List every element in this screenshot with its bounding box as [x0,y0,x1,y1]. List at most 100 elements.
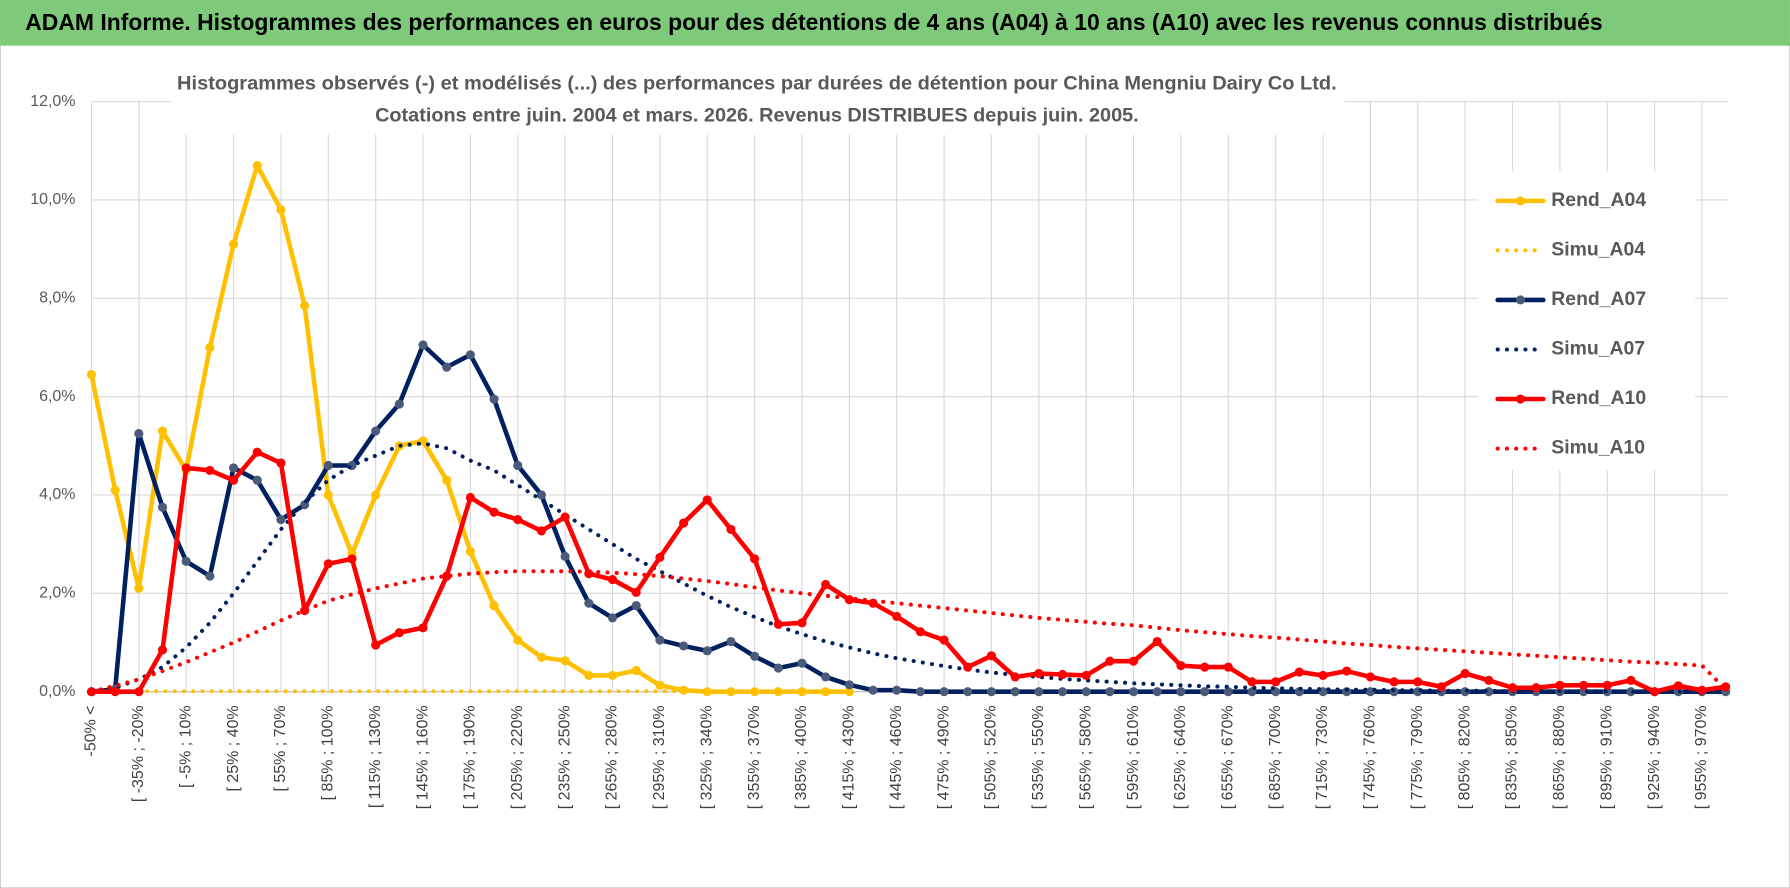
data-point [678,641,689,651]
data-point [1176,687,1186,697]
data-point [229,463,239,473]
data-point [157,502,168,512]
data-point [252,160,262,171]
data-point [181,463,191,473]
data-point [323,559,333,569]
data-point [1128,656,1139,666]
data-point [1010,672,1020,682]
y-tick-label: 10,0% [30,191,75,208]
data-point [229,239,239,249]
data-point [371,490,381,500]
chart-title: Histogrammes observés (-) et modélisés (… [177,73,1337,95]
data-point [1271,677,1281,687]
data-point [939,635,949,645]
data-point [229,475,239,485]
y-tick-label: 0,0% [39,683,75,700]
x-tick-label: [ 355% ; 370% [746,705,763,809]
data-point [631,601,641,611]
data-point [465,492,475,503]
data-point [702,495,712,505]
data-point [418,340,428,350]
x-tick-label: [ -35% ; -20% [130,705,147,802]
x-tick-label: [ 865% ; 880% [1551,705,1568,809]
data-point [252,447,262,457]
data-point [607,670,618,681]
data-point [513,460,523,471]
data-point [134,687,144,697]
chart-subtitle: Cotations entre juin. 2004 et mars. 2026… [375,105,1139,127]
data-point [773,663,783,673]
data-point [536,652,547,662]
data-point [205,571,215,581]
series-layer [86,160,1731,697]
data-point [442,475,452,485]
data-point [465,546,475,557]
x-tick-label: [ 715% ; 730% [1314,705,1331,809]
x-tick-label: [ 625% ; 640% [1172,705,1189,809]
data-point [513,515,523,525]
x-tick-label: [ 745% ; 760% [1362,705,1379,809]
data-point [607,613,618,623]
data-point [963,687,973,697]
x-tick-label: [ 235% ; 250% [556,705,573,809]
data-point [536,526,547,536]
data-point [1413,677,1423,687]
x-tick-label: [ 445% ; 460% [888,705,905,809]
data-point [1460,668,1470,679]
data-point [1034,687,1044,697]
data-point [1081,687,1091,697]
x-tick-label: [ 205% ; 220% [509,705,526,809]
data-point [915,627,925,637]
legend-marker [1515,394,1526,404]
data-point [1152,687,1162,697]
data-point [181,556,191,566]
data-point [205,342,215,353]
data-point [252,475,262,485]
data-point [1200,662,1210,672]
x-tick-label: [ 25% ; 40% [225,705,242,791]
data-point [844,680,854,690]
data-point [418,623,428,633]
x-tick-label: [ 835% ; 850% [1504,705,1521,809]
data-point [1152,636,1162,647]
x-tick-label: [ 265% ; 280% [604,705,621,809]
data-point [1507,683,1518,693]
data-point [584,670,594,681]
x-tick-label: [ 775% ; 790% [1409,705,1426,809]
y-tick-label: 6,0% [39,388,75,405]
data-point [631,587,641,597]
x-tick-label: [ 505% ; 520% [983,705,1000,809]
data-point [157,645,168,655]
data-point [323,490,333,500]
y-tick-label: 2,0% [39,585,75,602]
x-tick-label: [ 85% ; 100% [320,705,337,800]
data-point [678,518,689,528]
data-point [465,350,475,360]
legend-label: Rend_A07 [1551,288,1646,310]
data-point [750,651,760,661]
data-point [915,687,925,697]
data-point [868,685,878,695]
legend-background [1478,171,1696,471]
data-point [371,426,381,436]
x-tick-label: [ 685% ; 700% [1267,705,1284,809]
data-point [726,524,736,534]
data-point [300,301,310,311]
data-point [1010,687,1020,697]
data-point [726,636,736,647]
data-point [1650,687,1660,697]
x-tick-label: [ 895% ; 910% [1598,705,1615,809]
legend-label: Simu_A04 [1551,239,1645,261]
x-tick-label: [ 805% ; 820% [1456,705,1473,809]
legend-marker [1515,196,1526,206]
data-point [750,554,760,564]
data-point [1365,672,1375,682]
data-point [1247,677,1257,687]
data-point [821,579,831,590]
data-point [560,551,570,562]
x-tick-label: [ -5% ; 10% [177,705,194,788]
data-point [394,628,404,638]
data-point [702,646,712,656]
